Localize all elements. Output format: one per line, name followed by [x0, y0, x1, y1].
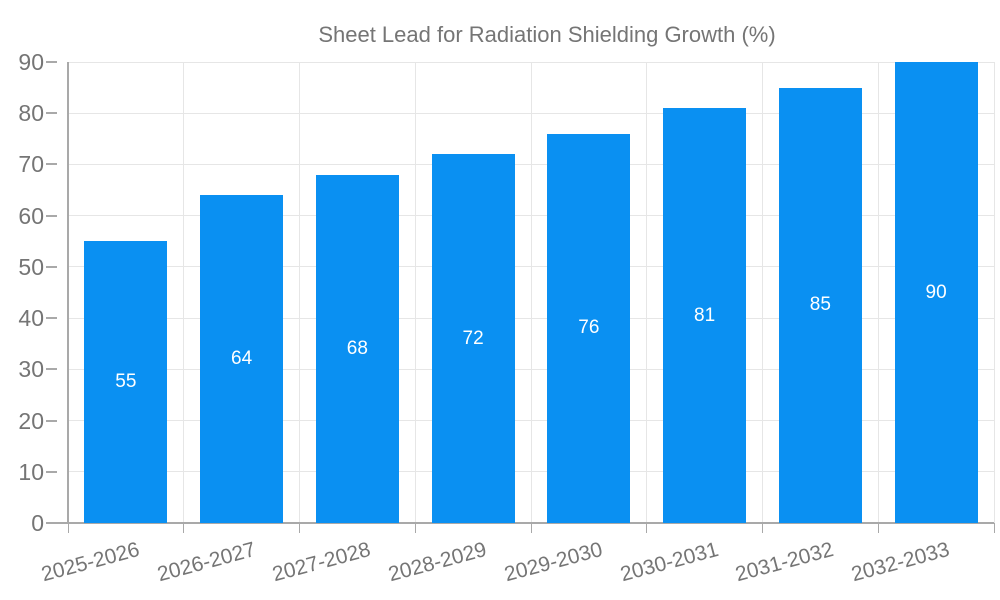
gridline-v: [877, 62, 879, 523]
legend-label: Sheet Lead for Radiation Shielding Growt…: [318, 22, 776, 47]
y-tick: [46, 419, 57, 422]
y-axis-label: 40: [18, 305, 44, 332]
bar: 76: [547, 133, 631, 523]
y-tick: [46, 317, 57, 320]
y-axis-label: 70: [18, 151, 44, 178]
x-tick: [530, 523, 532, 533]
y-axis-label: 20: [18, 407, 44, 434]
x-tick: [646, 523, 648, 533]
x-axis-line: [56, 522, 994, 524]
bar: 68: [315, 174, 399, 523]
gridline-v: [993, 62, 995, 523]
y-tick: [46, 265, 57, 268]
bar-value-label: 55: [115, 371, 137, 393]
bar: 72: [431, 154, 515, 523]
x-tick: [762, 523, 763, 533]
y-axis-label: 30: [18, 356, 44, 383]
y-tick: [46, 112, 57, 115]
bar: 85: [778, 87, 862, 523]
bar-value-label: 76: [578, 317, 600, 339]
y-axis-line: [67, 62, 69, 524]
bar: 81: [663, 108, 747, 523]
x-tick: [993, 523, 995, 533]
bar-value-label: 64: [231, 348, 253, 370]
gridline-v: [299, 62, 300, 523]
y-tick: [46, 214, 57, 217]
x-tick: [414, 523, 416, 533]
y-tick: [46, 522, 57, 524]
bar-value-label: 85: [809, 294, 831, 316]
y-axis-label: 10: [18, 458, 44, 485]
bar-value-label: 68: [346, 337, 368, 359]
bar: 64: [200, 195, 284, 523]
x-tick: [877, 523, 879, 533]
bar-value-label: 90: [925, 281, 947, 303]
y-axis-label: 80: [18, 100, 44, 127]
bar: 90: [894, 62, 978, 523]
bar-value-label: 81: [694, 304, 716, 326]
y-tick: [46, 163, 57, 166]
gridline-v: [646, 62, 648, 523]
y-axis-label: 60: [18, 202, 44, 229]
x-tick: [299, 523, 300, 533]
bar: 55: [84, 241, 168, 523]
y-tick: [46, 61, 57, 63]
legend[interactable]: Sheet Lead for Radiation Shielding Growt…: [0, 22, 1000, 48]
y-axis-label: 0: [31, 510, 44, 536]
gridline-v: [762, 62, 763, 523]
x-tick: [183, 523, 185, 533]
y-tick: [46, 368, 57, 371]
gridline-v: [183, 62, 185, 523]
gridline-v: [530, 62, 532, 523]
x-tick: [67, 523, 69, 533]
y-axis-label: 90: [18, 49, 44, 75]
bar-value-label: 72: [462, 327, 484, 349]
y-tick: [46, 470, 57, 473]
gridline-v: [414, 62, 416, 523]
y-axis-label: 50: [18, 253, 44, 280]
